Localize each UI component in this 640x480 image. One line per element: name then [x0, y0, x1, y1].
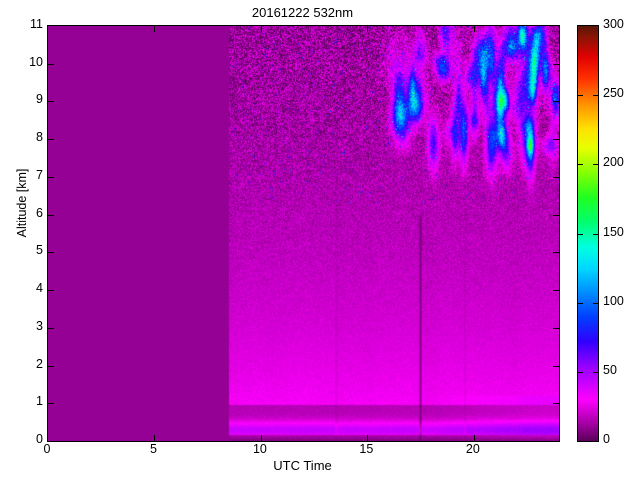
x-tick-label: 10 [252, 442, 267, 456]
y-tick-mark [48, 215, 54, 216]
y-tick-label: 6 [36, 205, 43, 220]
y-tick-label: 0 [36, 432, 43, 446]
y-tick-label: 9 [36, 92, 43, 107]
colorbar-tick-mark [578, 372, 583, 373]
y-tick-mark [553, 403, 559, 404]
y-tick-mark [553, 177, 559, 178]
colorbar-tick-mark [593, 372, 598, 373]
x-tick-label: 20 [465, 442, 480, 456]
y-tick-mark [48, 101, 54, 102]
colorbar-tick-label: 300 [603, 17, 624, 31]
y-tick-label: 4 [36, 281, 43, 296]
x-tick-mark [154, 26, 155, 32]
y-tick-label: 5 [36, 243, 43, 258]
y-tick-mark [48, 252, 54, 253]
colorbar [577, 25, 599, 442]
y-tick-mark [553, 366, 559, 367]
y-tick-mark [48, 403, 54, 404]
y-tick-label: 1 [36, 394, 43, 409]
plot-area [47, 25, 560, 442]
x-tick-mark [474, 26, 475, 32]
y-tick-label: 3 [36, 318, 43, 333]
y-axis-tick-labels: 0 1 2 3 4 5 6 7 8 9 10 11 [10, 18, 43, 446]
colorbar-tick-mark [578, 164, 583, 165]
colorbar-tick-label: 250 [603, 86, 624, 101]
y-tick-mark [553, 215, 559, 216]
colorbar-tick-mark [593, 303, 598, 304]
colorbar-tick-mark [593, 234, 598, 235]
y-tick-mark [48, 366, 54, 367]
page-title: 20161222 532nm [251, 5, 354, 20]
y-tick-label: 2 [36, 356, 43, 371]
y-tick-label: 11 [30, 17, 43, 31]
y-tick-mark [553, 252, 559, 253]
colorbar-tick-mark [593, 164, 598, 165]
colorbar-tick-labels: 0 50 100 150 200 250 300 [601, 18, 640, 446]
x-axis-tick-labels: 0 5 10 15 20 [44, 442, 558, 458]
colorbar-tick-label: 0 [603, 432, 610, 446]
y-tick-mark [48, 139, 54, 140]
colorbar-tick-mark [578, 95, 583, 96]
y-tick-mark [553, 64, 559, 65]
x-tick-mark [261, 26, 262, 32]
x-tick-label: 15 [359, 442, 374, 456]
x-tick-label: 0 [43, 442, 51, 456]
heatmap-canvas [48, 26, 559, 441]
y-tick-mark [553, 328, 559, 329]
x-tick-label: 5 [149, 442, 157, 456]
y-tick-mark [553, 139, 559, 140]
colorbar-tick-mark [593, 95, 598, 96]
x-tick-mark [261, 435, 262, 441]
colorbar-tick-label: 50 [603, 362, 617, 377]
x-tick-mark [367, 435, 368, 441]
y-tick-label: 10 [29, 54, 43, 69]
y-axis-label: Altitude [km] [15, 168, 29, 238]
y-tick-mark [48, 177, 54, 178]
x-tick-mark [474, 435, 475, 441]
colorbar-gradient [578, 26, 598, 441]
colorbar-tick-mark [578, 234, 583, 235]
y-tick-mark [553, 290, 559, 291]
x-tick-mark [367, 26, 368, 32]
colorbar-tick-label: 100 [603, 293, 624, 308]
y-tick-mark [48, 64, 54, 65]
y-tick-mark [48, 290, 54, 291]
x-tick-mark [154, 435, 155, 441]
y-tick-mark [48, 328, 54, 329]
y-tick-mark [553, 101, 559, 102]
y-tick-label: 8 [36, 130, 43, 145]
x-axis-label: UTC Time [273, 458, 332, 473]
y-tick-label: 7 [36, 167, 43, 182]
colorbar-tick-mark [578, 303, 583, 304]
colorbar-tick-label: 200 [603, 155, 624, 170]
colorbar-tick-label: 150 [603, 224, 624, 239]
